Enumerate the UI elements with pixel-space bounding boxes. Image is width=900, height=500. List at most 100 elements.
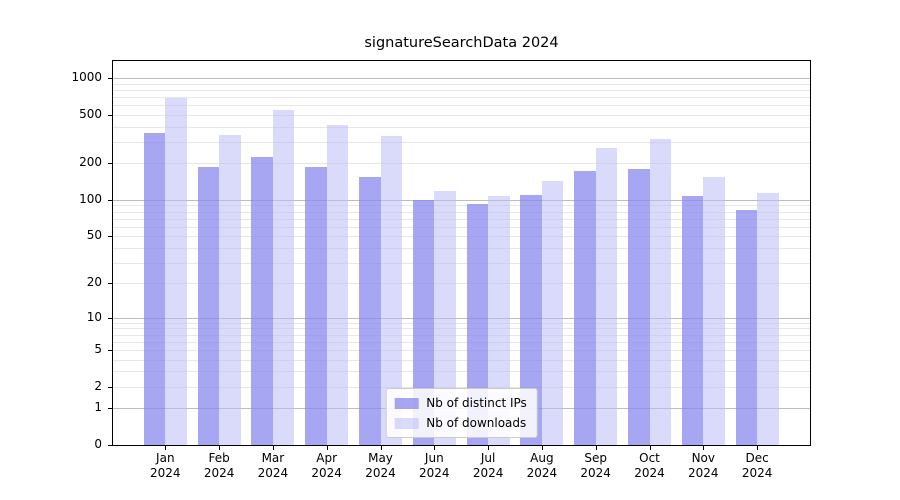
bar-downloads-jul bbox=[488, 195, 510, 445]
y-tick-mark-5 bbox=[108, 350, 112, 351]
x-tick-mark-nov bbox=[703, 446, 705, 450]
bar-downloads-aug bbox=[541, 181, 564, 445]
minor-gridline-30 bbox=[113, 262, 810, 264]
y-tick-label-0: 0 bbox=[94, 437, 102, 451]
minor-gridline-300 bbox=[113, 141, 810, 143]
bar-downloads-oct bbox=[649, 138, 671, 445]
bar-distinct-ips-oct bbox=[628, 168, 650, 445]
minor-gridline-8 bbox=[113, 328, 810, 330]
x-tick-label-jul: Jul 2024 bbox=[472, 451, 504, 480]
y-tick-label-20: 20 bbox=[86, 275, 102, 290]
major-gridline-1000 bbox=[113, 78, 810, 80]
x-tick-label-aug: Aug 2024 bbox=[526, 451, 558, 480]
x-tick-mark-may bbox=[380, 446, 382, 450]
bar-distinct-ips-dec bbox=[735, 210, 758, 445]
bar-distinct-ips-jul bbox=[466, 203, 489, 445]
bar-distinct-ips-sep bbox=[574, 171, 596, 445]
x-tick-label-sep: Sep 2024 bbox=[580, 451, 611, 480]
legend-label-distinct-ips: Nb of distinct IPs bbox=[426, 396, 527, 410]
y-tick-mark-200 bbox=[108, 163, 112, 164]
minor-gridline-600 bbox=[113, 105, 810, 107]
y-tick-mark-1 bbox=[108, 408, 112, 409]
x-tick-mark-apr bbox=[326, 446, 328, 450]
y-tick-mark-10 bbox=[108, 318, 112, 319]
x-tick-label-jan: Jan 2024 bbox=[150, 451, 181, 480]
bar-distinct-ips-feb bbox=[197, 166, 220, 445]
minor-gridline-6 bbox=[113, 341, 810, 343]
bar-downloads-nov bbox=[703, 176, 725, 445]
minor-gridline-50 bbox=[113, 236, 810, 238]
y-tick-mark-500 bbox=[108, 115, 112, 116]
bar-distinct-ips-mar bbox=[251, 156, 273, 445]
bar-distinct-ips-jan bbox=[143, 133, 166, 445]
bar-distinct-ips-may bbox=[359, 176, 381, 445]
major-gridline-10 bbox=[113, 317, 810, 319]
y-tick-label-500: 500 bbox=[79, 106, 102, 121]
legend-item-distinct-ips: Nb of distinct IPs bbox=[394, 393, 527, 413]
x-tick-mark-oct bbox=[649, 446, 651, 450]
legend-swatch-downloads bbox=[394, 417, 419, 429]
minor-gridline-60 bbox=[113, 226, 810, 228]
minor-gridline-7 bbox=[113, 334, 810, 336]
y-tick-label-5: 5 bbox=[94, 341, 102, 356]
bar-downloads-apr bbox=[326, 125, 349, 445]
plot-area: Nb of distinct IPs Nb of downloads bbox=[112, 60, 811, 446]
y-tick-mark-50 bbox=[108, 236, 112, 237]
legend-label-downloads: Nb of downloads bbox=[426, 416, 527, 430]
x-tick-mark-sep bbox=[595, 446, 597, 450]
y-tick-label-1000: 1000 bbox=[71, 70, 102, 85]
x-tick-label-nov: Nov 2024 bbox=[688, 451, 719, 480]
bar-distinct-ips-nov bbox=[681, 195, 704, 445]
y-tick-mark-0 bbox=[108, 445, 112, 446]
bar-downloads-jun bbox=[434, 191, 456, 445]
minor-gridline-900 bbox=[113, 83, 810, 85]
y-tick-label-10: 10 bbox=[86, 309, 102, 324]
bar-distinct-ips-apr bbox=[305, 166, 327, 445]
chart-title: signatureSearchData 2024 bbox=[364, 35, 559, 51]
legend-swatch-distinct-ips bbox=[394, 397, 419, 409]
bar-downloads-dec bbox=[757, 193, 779, 445]
x-tick-label-dec: Dec 2024 bbox=[741, 451, 773, 480]
x-tick-mark-mar bbox=[272, 446, 274, 450]
x-tick-label-feb: Feb 2024 bbox=[203, 451, 235, 480]
y-tick-mark-100 bbox=[108, 200, 112, 201]
x-tick-label-may: May 2024 bbox=[365, 451, 396, 480]
minor-gridline-400 bbox=[113, 126, 810, 128]
bar-downloads-sep bbox=[595, 147, 618, 445]
minor-gridline-2 bbox=[113, 386, 810, 388]
y-tick-mark-2 bbox=[108, 387, 112, 388]
x-tick-mark-jul bbox=[488, 446, 490, 450]
minor-gridline-20 bbox=[113, 283, 810, 285]
y-tick-label-50: 50 bbox=[86, 228, 102, 243]
major-gridline-100 bbox=[113, 199, 810, 201]
x-tick-mark-dec bbox=[757, 446, 759, 450]
x-tick-mark-aug bbox=[541, 446, 543, 450]
x-tick-mark-jun bbox=[434, 446, 436, 450]
minor-gridline-5 bbox=[113, 349, 810, 351]
minor-gridline-800 bbox=[113, 89, 810, 91]
y-tick-label-2: 2 bbox=[94, 378, 102, 393]
minor-gridline-700 bbox=[113, 97, 810, 98]
x-tick-label-jun: Jun 2024 bbox=[419, 451, 450, 480]
x-tick-mark-jan bbox=[165, 446, 167, 450]
x-tick-mark-feb bbox=[219, 446, 221, 450]
bar-downloads-mar bbox=[272, 109, 295, 445]
x-tick-label-mar: Mar 2024 bbox=[257, 451, 289, 480]
bar-downloads-may bbox=[380, 136, 402, 445]
minor-gridline-3 bbox=[113, 371, 810, 373]
minor-gridline-200 bbox=[113, 163, 810, 165]
bar-distinct-ips-jun bbox=[412, 199, 435, 445]
x-tick-label-apr: Apr 2024 bbox=[311, 451, 342, 480]
y-tick-label-200: 200 bbox=[79, 155, 102, 170]
y-tick-mark-20 bbox=[108, 283, 112, 284]
legend: Nb of distinct IPs Nb of downloads bbox=[385, 388, 538, 438]
minor-gridline-40 bbox=[113, 247, 810, 249]
minor-gridline-500 bbox=[113, 114, 810, 116]
x-tick-label-oct: Oct 2024 bbox=[634, 451, 665, 480]
minor-gridline-4 bbox=[113, 359, 810, 361]
minor-gridline-9 bbox=[113, 322, 810, 324]
minor-gridline-80 bbox=[113, 211, 810, 213]
y-tick-label-100: 100 bbox=[79, 191, 102, 206]
bar-downloads-feb bbox=[219, 135, 241, 445]
